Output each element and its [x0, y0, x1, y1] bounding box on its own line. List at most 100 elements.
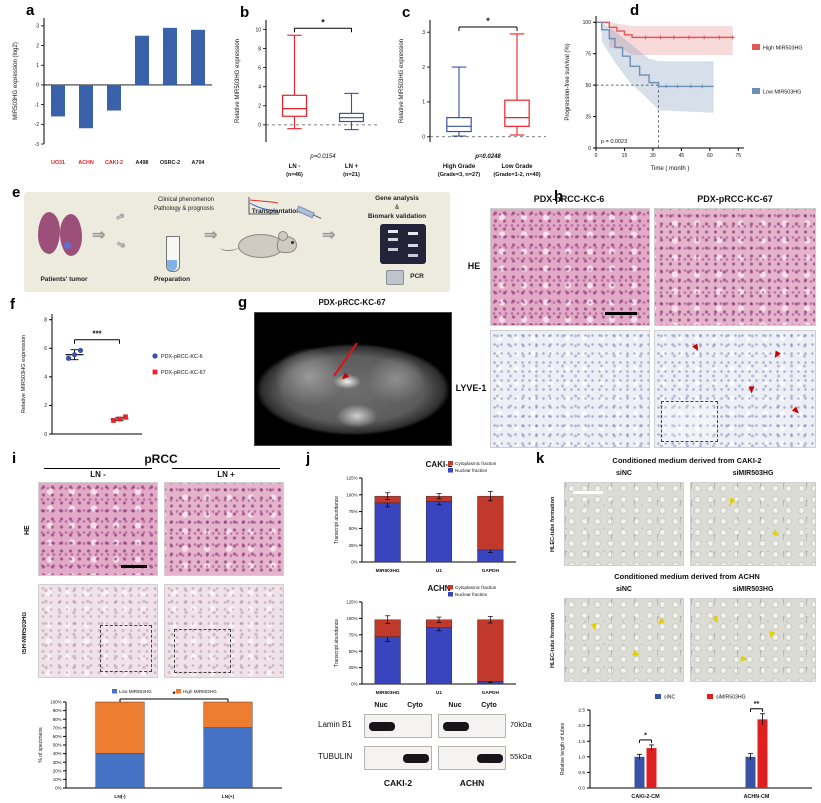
svg-text:125%: 125% [346, 600, 357, 605]
k-title-caki2: Conditioned medium derived from CAKI-2 [612, 456, 762, 465]
tube-image-caki2-sinc [564, 482, 684, 566]
svg-text:70%: 70% [53, 725, 62, 730]
mouse-eye [291, 241, 294, 244]
ish-he-ln-pos-image [164, 482, 284, 576]
h-col1-header: PDX-pRCC-KC-6 [533, 194, 605, 204]
blot-band [477, 754, 503, 763]
svg-text:60%: 60% [53, 734, 62, 739]
panel-label-g: g [238, 294, 248, 311]
svg-text:High MIR503HG: High MIR503HG [183, 689, 217, 694]
svg-text:0.0: 0.0 [578, 786, 585, 792]
ct-annotation-line [333, 342, 358, 377]
boxplot-ln-status: 0 2 4 6 8 10 LN - (n=46) LN + (n=21) * p=0.0154 Rela… [230, 6, 390, 182]
gel-band [408, 254, 418, 257]
tumor-dot-icon [64, 242, 71, 249]
lyve1-arrow-icon [791, 405, 801, 416]
k-col-simir-label: siMIR503HG [732, 470, 774, 477]
gel-band [388, 230, 398, 233]
svg-text:-1: -1 [35, 102, 40, 108]
km-survival-plot: 0 25 50 75 100 0 15 30 45 60 75 Time ( month ) Progr… [560, 6, 818, 176]
lamin-b1-label: Lamin B1 [318, 720, 352, 729]
mouse-tail [220, 242, 240, 251]
svg-text:p=0.0248: p=0.0248 [474, 154, 501, 160]
svg-text:100%: 100% [50, 700, 61, 705]
svg-text:125%: 125% [346, 476, 357, 481]
svg-text:90%: 90% [53, 708, 62, 713]
k-col-simir-label-2: siMIR503HG [732, 586, 774, 593]
scale-bar [605, 312, 637, 315]
ish-mir503hg-ln-neg-image [38, 584, 158, 678]
svg-text:6: 6 [258, 65, 261, 71]
boxplot-tumor-grade: 0 1 2 3 High Grade (Grade=3, n=27) Low Grade (G… [394, 6, 556, 182]
svg-text:0%: 0% [351, 560, 357, 565]
he-image-kc6 [490, 208, 650, 326]
blot-box-lamin-achn [438, 714, 506, 738]
blot-lane-cyto-label: Cyto [407, 702, 423, 709]
svg-text:A498: A498 [136, 160, 149, 166]
svg-text:Low MIR503HG: Low MIR503HG [763, 89, 801, 95]
svg-text:45: 45 [679, 153, 685, 159]
scale-bar [121, 565, 147, 568]
tube-arrow-icon [771, 528, 781, 539]
prognosis-curve-doodle [248, 197, 279, 215]
svg-text:3: 3 [422, 30, 425, 36]
svg-text:6: 6 [44, 346, 47, 352]
western-blot: Nuc Cyto Nuc Cyto Lamin B1 TUBULIN 70kDa… [318, 702, 532, 800]
svg-text:3: 3 [36, 24, 39, 30]
he-image-kc67 [654, 208, 816, 326]
svg-text:LN +: LN + [345, 164, 359, 170]
svg-text:(Grade=1-2, n=40): (Grade=1-2, n=40) [493, 172, 540, 178]
kidney-left-shape [38, 212, 60, 254]
svg-text:1: 1 [422, 100, 425, 106]
svg-text:25: 25 [585, 114, 591, 120]
svg-text:Relative MIR503HG expression: Relative MIR503HG expression [235, 39, 241, 123]
tube-image-achn-sinc [564, 598, 684, 682]
patients-tumor-label: Patients' tumor [40, 276, 88, 283]
svg-text:LN(+): LN(+) [222, 794, 235, 800]
blot-band [403, 754, 429, 763]
fork-arrow-up-icon: ⇒ [113, 209, 128, 225]
svg-text:MIR503HG: MIR503HG [376, 568, 400, 574]
svg-text:Time ( month ): Time ( month ) [651, 166, 690, 172]
pathology-prognosis-label: Pathology & prognosis [153, 206, 215, 212]
k-col-sinc-label: siNC [616, 470, 632, 477]
kda-70-label: 70kDa [510, 720, 532, 729]
svg-text:50%: 50% [349, 649, 358, 654]
ish-mir503hg-ln-pos-image [164, 584, 284, 678]
grouped-bar-tube-length: 0.0 0.5 1.0 1.5 2.0 2.5 * CAKI-2-CM ** ACHN-CM siN… [556, 690, 818, 802]
svg-text:-3: -3 [35, 142, 40, 148]
svg-text:U1: U1 [436, 568, 442, 574]
scale-bar [573, 491, 603, 494]
svg-text:30: 30 [650, 153, 656, 159]
svg-text:CAKI-2: CAKI-2 [426, 460, 453, 469]
h-row2-label: LYVE-1 [455, 383, 487, 393]
inset-box [661, 400, 718, 443]
syringe-needle [312, 213, 322, 219]
svg-text:0%: 0% [55, 786, 61, 791]
svg-text:Low Grade: Low Grade [501, 164, 533, 170]
svg-text:A704: A704 [192, 160, 205, 166]
svg-text:High MIR503HG: High MIR503HG [763, 45, 803, 51]
svg-text:15: 15 [622, 153, 628, 159]
blot-band [443, 722, 469, 731]
svg-text:2.0: 2.0 [578, 723, 585, 729]
svg-text:**: ** [754, 701, 760, 708]
svg-text:75: 75 [585, 52, 591, 58]
fork-arrow-down-icon: ⇒ [114, 237, 128, 253]
svg-text:UO31: UO31 [51, 160, 65, 166]
svg-text:50%: 50% [53, 743, 62, 748]
svg-text:1.5: 1.5 [578, 739, 585, 745]
svg-text:50%: 50% [349, 526, 358, 531]
svg-text:100: 100 [583, 20, 592, 26]
svg-text:0: 0 [422, 135, 425, 141]
svg-text:25%: 25% [349, 665, 358, 670]
kda-55-label: 55kDa [510, 752, 532, 761]
blot-lane-nuc-label: Nuc [448, 702, 462, 709]
svg-text:60: 60 [707, 153, 713, 159]
i-row2-label: ISH-MIR503HG [22, 611, 28, 654]
flow-arrow-3-icon: ⇒ [322, 227, 336, 244]
tube-arrow-icon [767, 630, 775, 639]
inset-box [174, 629, 231, 674]
svg-text:(n=21): (n=21) [343, 172, 360, 178]
svg-text:8: 8 [258, 46, 261, 52]
